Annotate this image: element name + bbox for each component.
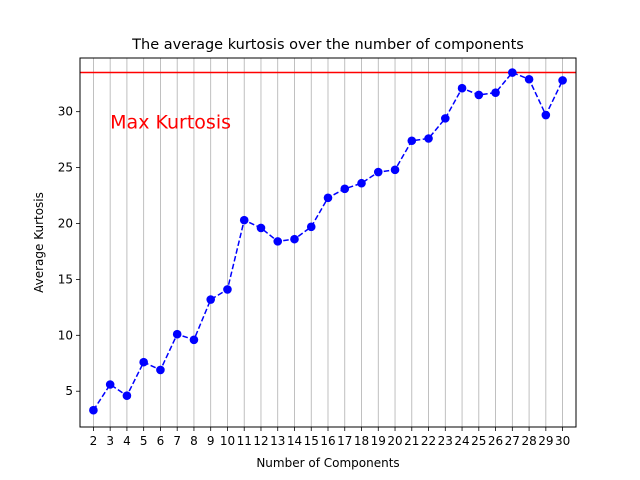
max-kurtosis-annotation: Max Kurtosis — [110, 111, 231, 133]
data-point — [89, 405, 98, 415]
data-point — [172, 329, 182, 339]
x-tick-label: 8 — [190, 434, 198, 448]
x-tick-label: 29 — [538, 434, 553, 448]
chart-title: The average kurtosis over the number of … — [131, 37, 524, 53]
grid — [93, 58, 563, 427]
x-tick-label: 21 — [404, 434, 419, 448]
x-tick-label: 14 — [287, 434, 302, 448]
x-tick-label: 2 — [90, 434, 98, 448]
data-point — [390, 165, 400, 175]
data-point — [105, 380, 115, 389]
x-tick-label: 6 — [157, 434, 165, 448]
x-tick-label: 13 — [270, 434, 285, 448]
y-tick-label: 20 — [58, 216, 73, 230]
data-point — [306, 222, 316, 232]
data-point — [373, 167, 383, 177]
data-point — [239, 215, 249, 225]
y-axis-ticks: 5 10 15 20 25 30 — [58, 105, 80, 398]
x-tick-label: 25 — [471, 434, 486, 448]
x-tick-label: 26 — [488, 434, 503, 448]
x-tick-label: 27 — [505, 434, 520, 448]
data-point — [189, 335, 199, 345]
x-tick-label: 28 — [521, 434, 536, 448]
data-point — [256, 223, 266, 233]
data-point — [407, 136, 417, 146]
x-tick-label: 15 — [304, 434, 319, 448]
x-tick-label: 18 — [354, 434, 369, 448]
data-point — [457, 83, 467, 93]
x-tick-label: 16 — [320, 434, 335, 448]
data-point — [340, 184, 350, 194]
x-tick-label: 4 — [123, 434, 131, 448]
data-point — [357, 178, 366, 188]
x-tick-label: 10 — [220, 434, 235, 448]
x-tick-label: 20 — [387, 434, 402, 448]
data-point — [273, 237, 283, 246]
x-tick-label: 5 — [140, 434, 148, 448]
x-tick-label: 11 — [237, 434, 252, 448]
data-point — [290, 234, 299, 244]
data-point — [474, 90, 484, 100]
x-tick-label: 9 — [207, 434, 215, 448]
x-tick-label: 7 — [173, 434, 181, 448]
x-tick-label: 22 — [421, 434, 436, 448]
x-axis-label: Number of Components — [256, 456, 399, 470]
data-point — [491, 88, 500, 97]
data-point — [424, 134, 433, 143]
x-tick-label: 24 — [454, 434, 469, 448]
data-point — [508, 68, 517, 77]
data-point — [122, 391, 132, 400]
data-point — [223, 285, 232, 294]
x-tick-label: 17 — [337, 434, 352, 448]
y-tick-label: 5 — [65, 384, 73, 398]
data-point — [323, 193, 333, 203]
data-point — [541, 110, 551, 120]
data-point — [558, 76, 567, 85]
data-point — [206, 295, 216, 304]
y-tick-label: 30 — [58, 105, 73, 119]
series-layer — [89, 68, 567, 415]
data-point — [139, 357, 148, 367]
x-tick-label: 12 — [253, 434, 268, 448]
x-tick-label: 30 — [555, 434, 570, 448]
y-tick-label: 15 — [58, 272, 73, 286]
y-tick-label: 25 — [58, 161, 73, 175]
data-point — [156, 365, 165, 375]
data-point — [524, 74, 534, 84]
x-tick-label: 23 — [438, 434, 453, 448]
x-tick-label: 19 — [371, 434, 386, 448]
x-axis-ticks: 2 3 4 5 6 7 8 9 10 11 12 13 14 15 16 17 18 19 20 21 22 23 24 25… — [90, 427, 570, 448]
y-tick-label: 10 — [58, 328, 73, 342]
data-point — [440, 114, 450, 123]
x-tick-label: 3 — [106, 434, 114, 448]
y-axis-label: Average Kurtosis — [32, 192, 46, 293]
